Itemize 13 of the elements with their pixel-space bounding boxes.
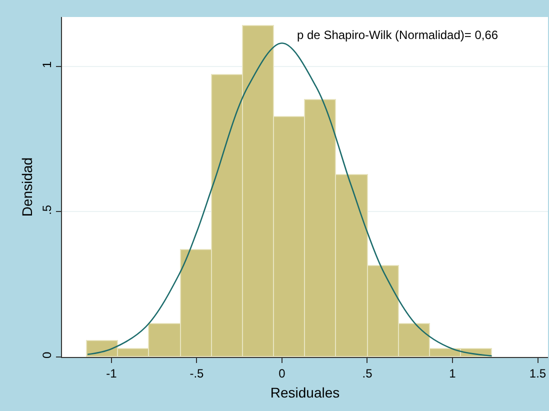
x-axis-title: Residuales xyxy=(270,384,340,401)
y-tick-label: 0 xyxy=(40,352,54,359)
x-tick-label: -.5 xyxy=(190,366,204,380)
x-tick-label: 1 xyxy=(449,366,456,380)
y-axis-title: Densidad xyxy=(18,157,35,217)
y-tick-label: .5 xyxy=(40,204,54,215)
x-tick-label: 0 xyxy=(278,366,286,380)
line-series xyxy=(86,42,492,356)
x-tick-label: -1 xyxy=(106,366,118,380)
y-tick-label: 1 xyxy=(40,60,54,68)
x-tick-label: 1.5 xyxy=(529,366,546,380)
annotation: p de Shapiro-Wilk (Normalidad)= 0,66 xyxy=(297,28,498,42)
x-tick-label: .5 xyxy=(362,366,373,380)
